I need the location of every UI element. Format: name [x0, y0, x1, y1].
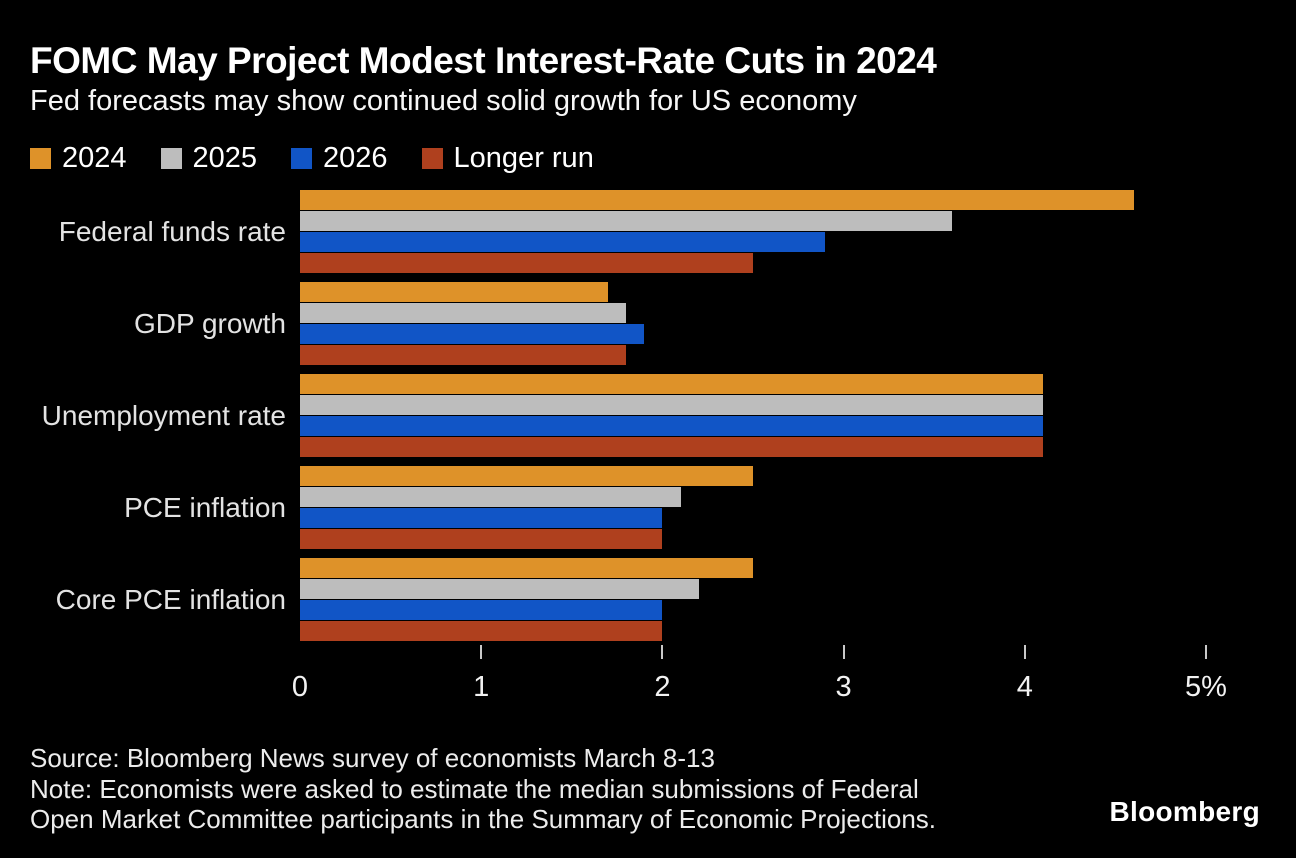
source-text: Source: Bloomberg News survey of economi…	[30, 743, 715, 773]
legend-swatch-icon	[30, 148, 51, 169]
bar-2024	[300, 374, 1043, 394]
category-group-unemployment-rate: Unemployment rate	[0, 374, 1296, 457]
bar-stack	[300, 374, 1206, 457]
category-group-federal-funds-rate: Federal funds rate	[0, 190, 1296, 273]
category-label: GDP growth	[134, 307, 286, 339]
bar-2025	[300, 395, 1043, 415]
bar-2026	[300, 324, 645, 344]
bloomberg-logo: Bloomberg	[1109, 796, 1260, 827]
x-axis-tick	[1023, 645, 1026, 659]
legend-item-longer-run: Longer run	[421, 142, 594, 175]
category-group-core-pce-inflation: Core PCE inflation	[0, 558, 1296, 641]
bar-stack	[300, 558, 1206, 641]
legend-item-2024: 2024	[30, 142, 127, 175]
legend-label: Longer run	[453, 142, 594, 174]
x-axis-tick-label: 4	[1016, 671, 1033, 703]
footer: Source: Bloomberg News survey of economi…	[30, 743, 936, 835]
note-text-line2: Open Market Committee participants in th…	[30, 804, 937, 834]
legend-swatch-icon	[291, 148, 313, 169]
bar-longer-run	[300, 621, 663, 641]
bar-longer-run	[300, 345, 627, 365]
x-axis-tick-label: 5%	[1185, 671, 1227, 703]
bar-2026	[300, 416, 1043, 436]
x-axis-tick-label: 3	[835, 671, 852, 703]
bar-longer-run	[300, 437, 1043, 457]
category-label: PCE inflation	[124, 491, 286, 523]
bar-2025	[300, 579, 699, 599]
bar-chart-rows: Federal funds rate GDP growth Unemployment…	[0, 190, 1296, 641]
category-group-gdp-growth: GDP growth	[0, 282, 1296, 365]
bar-stack	[300, 466, 1206, 549]
bar-stack	[300, 282, 1206, 365]
chart-subtitle: Fed forecasts may show continued solid g…	[30, 85, 857, 117]
bar-stack	[300, 190, 1206, 273]
bar-2026	[300, 508, 663, 528]
bar-2024	[300, 466, 753, 486]
legend: 2024 2025 2026 Longer run	[30, 142, 594, 175]
bar-2024	[300, 190, 1134, 210]
category-label: Federal funds rate	[58, 215, 286, 247]
bar-2026	[300, 232, 826, 252]
bar-2024	[300, 558, 753, 578]
bar-2024	[300, 282, 609, 302]
legend-swatch-icon	[160, 148, 182, 169]
bar-longer-run	[300, 529, 663, 549]
legend-item-2025: 2025	[160, 142, 258, 175]
bar-2025	[300, 303, 627, 323]
bar-2026	[300, 600, 663, 620]
legend-item-2026: 2026	[291, 142, 388, 175]
category-label: Core PCE inflation	[55, 583, 286, 615]
x-axis: 0 1 2 3 4 5%	[292, 645, 1227, 715]
x-axis-tick	[1205, 645, 1207, 659]
x-axis-tick-label: 2	[654, 671, 671, 703]
x-axis-tick-label: 0	[291, 671, 309, 703]
bar-longer-run	[300, 253, 753, 273]
note-text-line1: Note: Economists were asked to estimate …	[30, 773, 919, 804]
legend-label: 2025	[192, 142, 258, 174]
x-axis-tick	[480, 645, 483, 659]
legend-label: 2026	[323, 142, 388, 174]
category-label: Unemployment rate	[41, 399, 286, 431]
category-group-pce-inflation: PCE inflation	[0, 466, 1296, 549]
bar-2025	[300, 487, 681, 507]
x-axis-tick	[842, 645, 845, 659]
chart-title: FOMC May Project Modest Interest-Rate Cu…	[30, 40, 937, 81]
x-axis-tick-label: 1	[473, 671, 490, 703]
bar-2025	[300, 211, 953, 231]
x-axis-tick	[661, 645, 664, 659]
legend-swatch-icon	[421, 148, 443, 169]
legend-label: 2024	[62, 142, 127, 174]
